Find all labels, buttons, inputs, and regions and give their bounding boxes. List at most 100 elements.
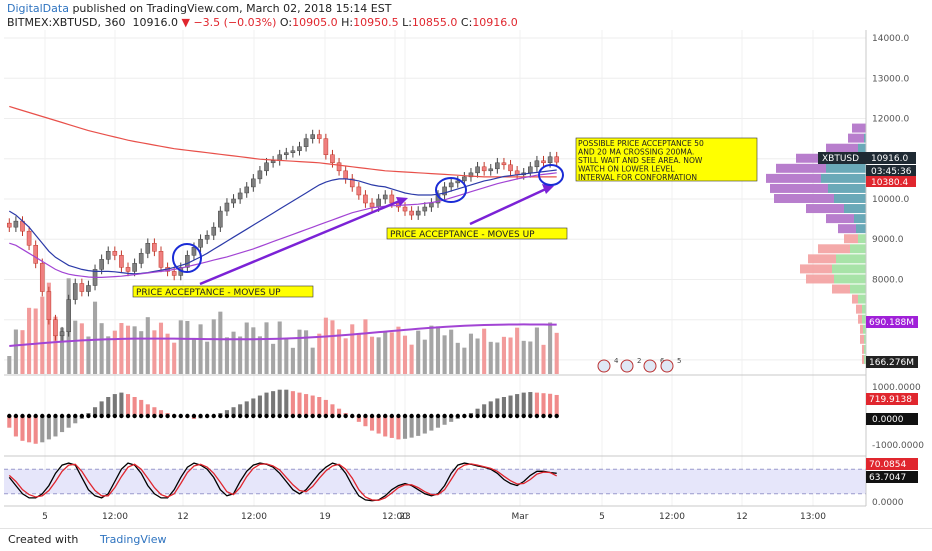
volume-profile-bar xyxy=(858,234,866,244)
annotation-line: INTERVAL FOR CONFORMATION xyxy=(578,173,697,182)
annotation-line: POSSIBLE PRICE ACCEPTANCE 50 xyxy=(578,139,704,148)
macd-zero-dot xyxy=(20,413,25,419)
candle-body xyxy=(132,263,137,272)
price-axis-label: 12000.0 xyxy=(872,115,909,125)
change-text: ▼ −3.5 (−0.03%) xyxy=(181,16,277,29)
last-price: 10916.0 xyxy=(132,16,179,29)
macd-bar xyxy=(383,416,388,437)
candle-body xyxy=(468,172,474,178)
volume-bar xyxy=(389,332,394,374)
volume-bar xyxy=(482,328,487,374)
volume-profile-bar xyxy=(836,254,866,264)
volume-bar xyxy=(231,331,236,374)
volume-profile-bar xyxy=(862,314,866,324)
macd-zero-dot xyxy=(284,413,289,419)
candle-body xyxy=(152,242,157,252)
candle-body xyxy=(389,194,395,204)
volume-profile-bar xyxy=(844,234,858,244)
volume-bar xyxy=(238,336,243,374)
tradingview-logo[interactable]: TradingView xyxy=(100,533,167,546)
macd-bar xyxy=(475,408,480,416)
volume-bar xyxy=(449,329,454,374)
macd-zero-dot xyxy=(204,413,210,419)
stoch-d-tag: 63.7047 xyxy=(869,473,906,483)
volume-ma-line xyxy=(9,323,557,347)
time-axis-label: 12:00 xyxy=(241,512,267,520)
macd-bar xyxy=(112,394,117,416)
volume-bar xyxy=(548,322,553,374)
candle-body xyxy=(356,186,362,196)
macd-bar xyxy=(238,404,243,416)
candle-body xyxy=(185,255,190,268)
time-axis-label: 12:00 xyxy=(102,512,128,520)
candle-body xyxy=(53,319,58,337)
event-flags[interactable]: 4 2 6 5 xyxy=(597,357,681,373)
macd-zero-dot xyxy=(290,413,296,419)
macd-zero-dot xyxy=(376,413,381,419)
macd-zero-dot xyxy=(191,413,197,419)
volume-bar xyxy=(139,331,144,374)
publisher-link[interactable]: DigitalData xyxy=(7,2,69,15)
candle-body xyxy=(237,192,243,200)
volume-bar xyxy=(554,332,559,374)
candle-body xyxy=(488,168,494,172)
macd-bar xyxy=(99,401,104,416)
time-axis-label: 12:00 xyxy=(659,512,685,520)
candle-body xyxy=(547,156,553,164)
macd-bar xyxy=(66,416,71,428)
flag-count: 6 xyxy=(660,357,665,365)
volume-profile-bar xyxy=(838,224,856,234)
macd-zero-dot xyxy=(152,413,157,419)
volume-profile-bar xyxy=(856,304,862,314)
trading-chart[interactable]: 1000.0000 -1000.0000 0.0000 PRICE ACCEPTA… xyxy=(0,0,932,520)
candle-body xyxy=(105,251,111,260)
volume-bar xyxy=(317,333,322,374)
macd-zero-dot xyxy=(488,413,493,419)
macd-zero-dot xyxy=(455,413,460,419)
price-axis-label: 8000.0 xyxy=(872,275,904,285)
volume-bar xyxy=(455,342,460,374)
macd-bar xyxy=(20,416,25,441)
macd-bar xyxy=(435,416,441,428)
price-tags: XBTUSD 10916.0 03:45:36 10380.4 690.188M… xyxy=(818,152,918,483)
candle-body xyxy=(528,166,533,174)
macd-bar xyxy=(323,399,328,416)
candle-body xyxy=(501,162,507,166)
macd-zero-dot xyxy=(297,413,302,419)
macd-bar xyxy=(40,416,45,443)
flag-count: 4 xyxy=(614,357,619,365)
candle-body xyxy=(270,160,276,164)
macd-bar xyxy=(449,416,454,422)
circle-marker-1 xyxy=(172,243,202,273)
price-axis-label: 14000.0 xyxy=(872,34,909,44)
macd-zero-dot xyxy=(554,413,559,419)
macd-zero-dot xyxy=(178,413,183,419)
volume-profile-bar xyxy=(774,193,834,203)
macd-zero-dot xyxy=(475,413,480,419)
volume-bar xyxy=(218,311,223,374)
macd-axis-label: 1000.0000 xyxy=(872,383,921,393)
candle-body xyxy=(284,152,289,155)
candle-body xyxy=(316,134,322,139)
annotation-note-2[interactable]: PRICE ACCEPTANCE - MOVES UP xyxy=(386,227,568,240)
macd-bar xyxy=(125,394,131,416)
candle-body xyxy=(138,253,144,264)
volume-profile-bar xyxy=(834,193,866,203)
volume-bar xyxy=(73,320,78,374)
macd-zero-dot xyxy=(422,413,427,419)
volume-bar xyxy=(198,324,203,374)
macd-zero-dot xyxy=(547,413,553,419)
macd-bar xyxy=(488,401,493,416)
macd-bar xyxy=(501,397,506,416)
volume-profile-bar xyxy=(844,204,866,214)
annotation-note-1[interactable]: PRICE ACCEPTANCE - MOVES UP xyxy=(132,285,314,298)
volume-bar xyxy=(402,335,408,374)
macd-bar xyxy=(277,389,282,416)
candle-body xyxy=(415,210,421,216)
candle-body xyxy=(198,238,203,248)
annotation-note-3[interactable]: POSSIBLE PRICE ACCEPTANCE 50 AND 20 MA C… xyxy=(575,137,758,182)
trend-arrow-1 xyxy=(199,197,408,286)
time-axis-label: 12 xyxy=(736,512,747,520)
macd-zero-dot xyxy=(165,413,170,419)
macd-bar xyxy=(442,416,447,425)
